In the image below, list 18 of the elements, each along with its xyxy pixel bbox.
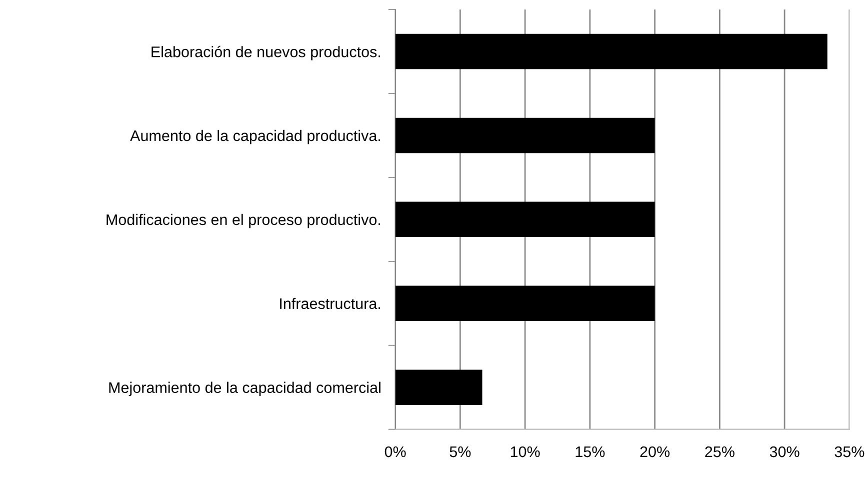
x-tick-label: 5% <box>450 446 471 458</box>
bar <box>395 118 655 154</box>
x-tick-label: 0% <box>384 446 406 458</box>
bar <box>395 370 482 405</box>
y-tick-label: Modificaciones en el proceso productivo. <box>106 214 380 228</box>
y-tick-label: Mejoramiento de la capacidad comercial <box>109 382 380 396</box>
x-tick-label: 15% <box>576 446 605 458</box>
x-tick-label: 10% <box>510 446 540 458</box>
x-tick-label: 20% <box>640 446 670 458</box>
y-tick-label: Infraestructura. <box>280 298 380 310</box>
y-tick-label: Aumento de la capacidad productiva. <box>130 130 380 144</box>
bar <box>395 202 655 238</box>
bar <box>395 34 828 70</box>
x-tick-label: 30% <box>770 446 800 458</box>
y-tick-label: Elaboración de nuevos productos. <box>152 46 380 60</box>
x-tick-label: 25% <box>705 446 734 458</box>
bar <box>395 286 655 321</box>
x-tick-label: 35% <box>834 446 864 458</box>
